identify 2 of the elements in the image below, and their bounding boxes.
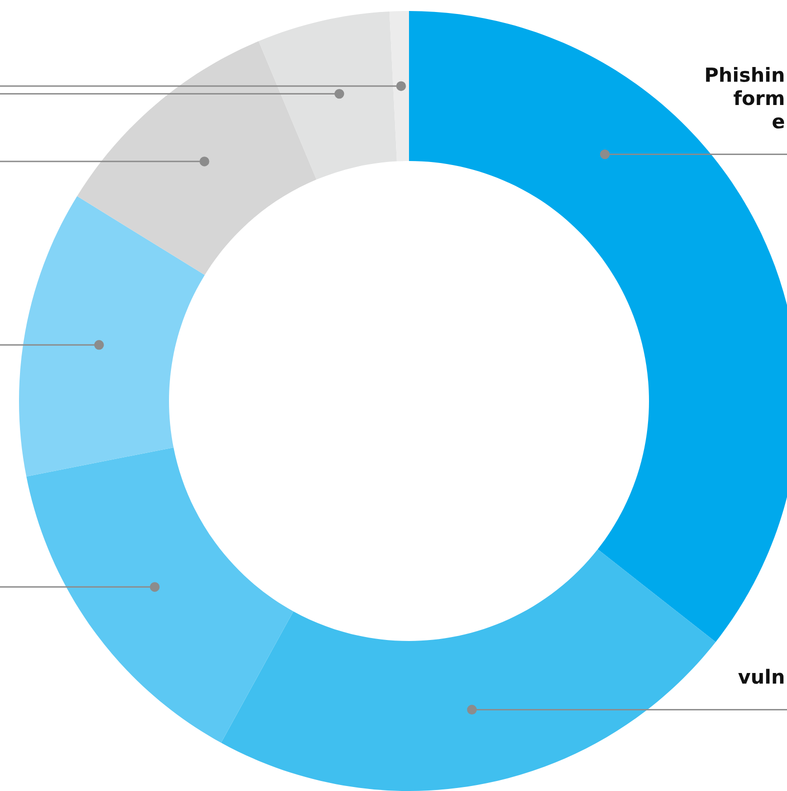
slice-label: Phishin form e — [706, 66, 784, 129]
slice-label: vuln — [738, 668, 784, 684]
